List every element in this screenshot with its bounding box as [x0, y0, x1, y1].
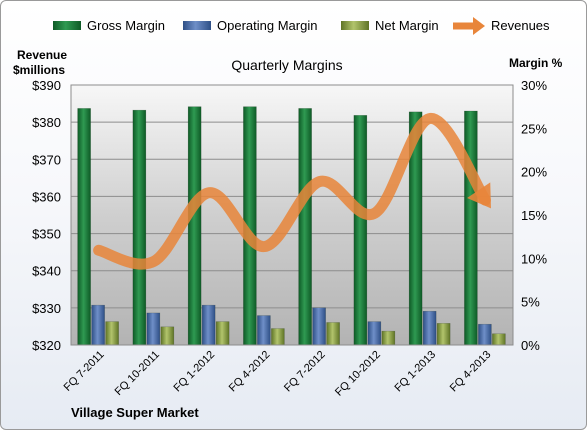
left-tick-label: $330: [32, 301, 61, 316]
net-margin-bar: [215, 321, 230, 346]
right-tick-label: 30%: [521, 78, 547, 93]
left-tick-label: $380: [32, 115, 61, 130]
gross-margin-bar: [187, 106, 202, 346]
revenue-line: [93, 112, 491, 270]
left-axis-title-line1: Revenue: [17, 48, 67, 62]
right-tick-label: 5%: [521, 295, 540, 310]
left-tick-label: $350: [32, 227, 61, 242]
legend-net-margin-swatch: [341, 21, 369, 30]
gross-margin-bar: [298, 108, 312, 346]
revenues-line: [93, 112, 491, 270]
left-tick-label: $390: [32, 78, 61, 93]
net-margin-bar: [492, 333, 506, 346]
category-label: FQ 10-2011: [113, 349, 162, 398]
operating-margin-bar: [367, 321, 382, 346]
net-margin-bar: [271, 328, 285, 346]
legend-gross-margin-swatch: [53, 21, 81, 30]
left-tick-label: $370: [32, 152, 61, 167]
category-label: FQ 10-2012: [333, 349, 383, 399]
right-tick-label: 25%: [521, 121, 547, 136]
legend-revenues-label: Revenues: [491, 18, 550, 33]
category-label: FQ 7-2012: [282, 349, 328, 395]
category-label: FQ 1-2013: [393, 349, 439, 395]
net-margin-bar: [381, 330, 396, 346]
left-tick-label: $360: [32, 189, 61, 204]
net-margin-bar: [326, 322, 340, 346]
gross-margin-bar: [132, 109, 147, 346]
category-label: FQ 4-2013: [448, 349, 494, 395]
operating-margin-bar: [146, 312, 161, 346]
right-tick-label: 20%: [521, 165, 547, 180]
operating-margin-bar: [201, 304, 216, 346]
legend-gross-margin-label: Gross Margin: [87, 18, 165, 33]
company-label: Village Super Market: [71, 405, 199, 420]
net-margin-bar: [105, 321, 119, 346]
operating-margin-bar: [312, 307, 326, 346]
legend-net-margin-label: Net Margin: [375, 18, 439, 33]
left-tick-label: $340: [32, 264, 61, 279]
plot-border: [70, 84, 514, 346]
revenues-arrowhead: [467, 182, 491, 209]
legend-operating-margin-swatch: [183, 21, 211, 30]
category-label: FQ 1-2012: [172, 349, 218, 395]
right-axis-title: Margin %: [509, 56, 563, 70]
gross-margin-bar: [353, 115, 368, 346]
net-margin-bar: [160, 326, 175, 346]
left-tick-label: $320: [32, 338, 61, 353]
category-label: FQ 7-2011: [62, 349, 107, 394]
net-margin-bar: [436, 323, 451, 346]
legend: Gross Margin Operating Margin Net Margin Re…: [53, 17, 550, 35]
chart-title: Quarterly Margins: [231, 57, 342, 73]
operating-margin-bar: [257, 315, 271, 346]
operating-margin-bar: [478, 323, 492, 346]
right-tick-label: 10%: [521, 251, 547, 266]
legend-operating-margin-label: Operating Margin: [217, 18, 317, 33]
gross-margin-bar: [77, 108, 91, 346]
operating-margin-bar: [91, 304, 105, 346]
right-tick-label: 0%: [521, 338, 540, 353]
right-tick-label: 15%: [521, 208, 547, 223]
legend-revenues-arrow: [473, 17, 485, 35]
operating-margin-bar: [422, 310, 437, 346]
category-label: FQ 4-2012: [227, 349, 273, 395]
gross-margin-bar: [464, 110, 478, 346]
left-axis-title-line2: $millions: [13, 63, 65, 77]
